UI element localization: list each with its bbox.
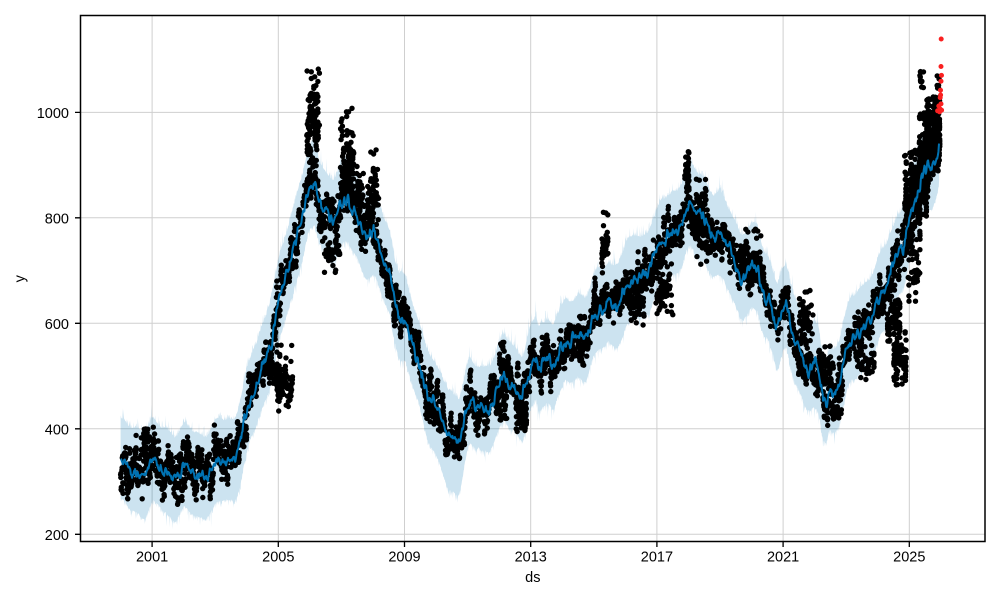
svg-text:1000: 1000 (37, 106, 69, 122)
svg-text:2013: 2013 (515, 549, 547, 565)
svg-text:2009: 2009 (388, 549, 420, 565)
svg-text:2025: 2025 (893, 549, 925, 565)
svg-text:2017: 2017 (641, 549, 673, 565)
svg-text:y: y (13, 274, 29, 282)
svg-text:2005: 2005 (262, 549, 294, 565)
svg-text:2021: 2021 (767, 549, 799, 565)
svg-text:ds: ds (525, 570, 540, 586)
svg-text:800: 800 (45, 212, 69, 228)
svg-text:600: 600 (45, 317, 69, 333)
svg-text:2001: 2001 (136, 549, 168, 565)
svg-text:400: 400 (45, 423, 69, 439)
svg-text:200: 200 (45, 528, 69, 544)
